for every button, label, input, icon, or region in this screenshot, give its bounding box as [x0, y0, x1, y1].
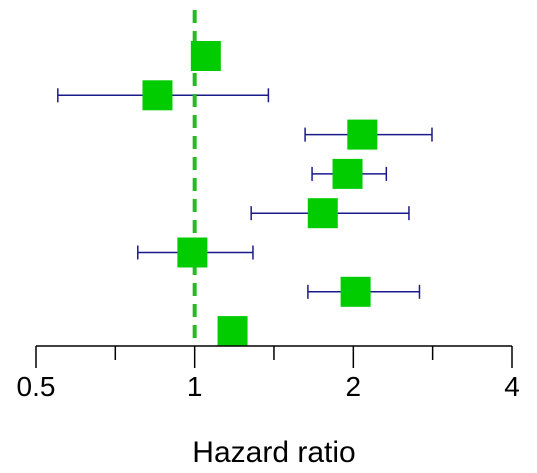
x-axis-title: Hazard ratio — [192, 436, 355, 469]
point-estimate-1 — [190, 41, 221, 71]
point-layer — [142, 41, 378, 347]
point-estimate-5 — [307, 198, 338, 229]
tick-label-2: 2 — [346, 371, 362, 402]
point-estimate-2 — [142, 80, 173, 111]
point-estimate-8 — [217, 316, 248, 347]
tick-layer — [35, 346, 513, 368]
tick-label-layer: 0.5 1 2 4 — [17, 371, 520, 402]
tick-label-4: 4 — [504, 371, 520, 402]
point-estimate-3 — [347, 119, 378, 150]
tick-label-0.5: 0.5 — [17, 371, 56, 402]
point-estimate-7 — [340, 276, 371, 307]
point-estimate-4 — [332, 158, 363, 189]
point-estimate-6 — [177, 237, 208, 268]
tick-label-1: 1 — [187, 371, 203, 402]
